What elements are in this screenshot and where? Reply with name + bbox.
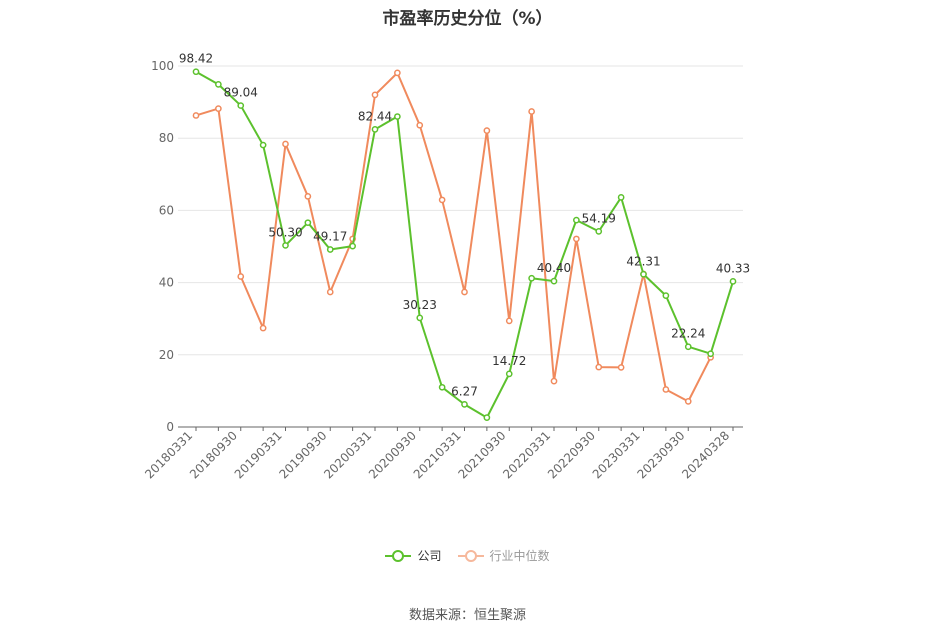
series-line-company — [195, 70, 734, 419]
data-point-company — [259, 141, 267, 149]
data-point-company — [595, 228, 603, 235]
data-point-company — [282, 242, 289, 249]
legend-label-company: 公司 — [417, 549, 442, 563]
data-point-industry-median — [304, 192, 312, 200]
data-point-industry-median — [416, 121, 424, 129]
y-tick-label: 20 — [159, 348, 174, 362]
legend-swatch-company — [385, 549, 412, 562]
legend-item-company[interactable]: 公司 — [385, 547, 442, 564]
data-labels: 98.42 89.04 50.30 49.17 82.44 30.23 6.27 14.72 4… — [179, 52, 750, 399]
data-point-industry-median — [617, 364, 625, 371]
data-point-industry-median — [461, 288, 468, 296]
axes: 0 20 40 60 80 100 2018033120180930201903312019… — [142, 59, 743, 481]
data-point-company — [617, 194, 625, 201]
data-point-industry-median — [483, 127, 491, 134]
data-point-company — [304, 219, 312, 227]
data-point-company — [662, 292, 670, 299]
data-point-company — [349, 242, 356, 250]
data-label: 49.17 — [313, 229, 347, 243]
legend-label-industry-median: 行业中位数 — [489, 549, 550, 563]
data-point-industry-median — [192, 112, 200, 119]
data-point-industry-median — [505, 317, 513, 325]
data-point-industry-median — [573, 235, 580, 243]
data-point-industry-median — [326, 288, 334, 296]
data-label: 40.33 — [716, 261, 750, 275]
legend: 公司 行业中位数 — [0, 547, 935, 564]
data-point-industry-median — [259, 324, 267, 332]
x-tick-label: 20230930 — [634, 428, 687, 481]
data-label: 40.40 — [537, 261, 571, 275]
data-point-company — [528, 274, 535, 282]
data-point-company — [483, 414, 491, 421]
y-tick-label: 80 — [159, 131, 174, 145]
x-tick-label: 20220930 — [545, 428, 598, 481]
data-label: 6.27 — [451, 384, 478, 398]
x-tick-label: 20220331 — [500, 428, 553, 481]
data-point-company — [438, 383, 446, 391]
data-label: 14.72 — [492, 354, 526, 368]
source-note: 数据来源：恒生聚源 — [408, 608, 526, 623]
data-label: 30.23 — [403, 298, 437, 312]
data-point-industry-median — [595, 363, 603, 371]
data-point-company — [326, 246, 334, 253]
data-point-company — [707, 350, 714, 358]
y-tick-label: 40 — [159, 276, 174, 290]
y-tick-label: 0 — [166, 420, 174, 434]
data-label: 82.44 — [358, 109, 392, 123]
data-point-industry-median — [371, 91, 379, 99]
data-point-company — [192, 68, 200, 76]
data-label: 98.42 — [179, 52, 213, 66]
chart-title: 市盈率历史分位（%） — [382, 9, 553, 29]
data-point-industry-median — [282, 140, 289, 148]
x-tick-label: 20230331 — [590, 428, 643, 481]
legend-item-industry-median[interactable]: 行业中位数 — [457, 547, 550, 564]
data-point-industry-median — [394, 69, 401, 77]
data-label: 50.30 — [268, 225, 302, 239]
data-point-company — [505, 370, 513, 378]
data-point-company — [215, 81, 222, 88]
data-label: 42.31 — [626, 254, 660, 268]
data-point-industry-median — [662, 386, 670, 393]
data-point-company — [729, 278, 737, 285]
x-tick-label: 20210930 — [455, 428, 508, 481]
series-layer — [192, 68, 737, 421]
x-tick-label: 20180930 — [187, 428, 240, 481]
x-tick-label: 20210331 — [411, 428, 464, 481]
x-tick-label: 20180331 — [142, 428, 195, 481]
x-tick-label: 20200331 — [321, 428, 374, 481]
data-point-company — [416, 314, 424, 322]
data-point-industry-median — [438, 196, 446, 204]
data-point-company — [371, 126, 379, 133]
grid-lines — [178, 65, 743, 356]
data-point-company — [640, 270, 647, 278]
data-label: 54.19 — [582, 211, 616, 225]
data-point-industry-median — [215, 105, 222, 112]
y-tick-label: 60 — [159, 203, 174, 217]
data-point-company — [237, 102, 245, 109]
data-point-company — [684, 343, 692, 351]
data-point-industry-median — [528, 108, 535, 115]
series-line-industry-median — [195, 71, 712, 403]
data-label: 89.04 — [224, 86, 258, 100]
data-point-company — [461, 401, 468, 408]
x-tick-label: 20190331 — [232, 428, 285, 481]
data-point-industry-median — [237, 273, 245, 280]
x-tick-label: 20190930 — [276, 428, 329, 481]
data-label: 22.24 — [671, 327, 705, 341]
data-point-industry-median — [684, 398, 692, 405]
x-tick-label: 20200930 — [366, 428, 419, 481]
data-point-company — [394, 113, 401, 120]
legend-swatch-industry-median — [457, 549, 484, 562]
x-tick-label: 20240328 — [679, 428, 732, 481]
data-point-company — [573, 216, 580, 224]
y-tick-label: 100 — [151, 59, 174, 73]
data-point-company — [550, 277, 558, 285]
data-point-industry-median — [550, 377, 558, 385]
